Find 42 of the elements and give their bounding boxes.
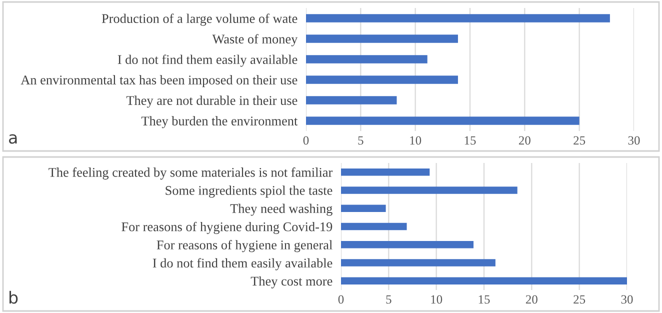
y-tick-label: The feeling created by some materiales is not familiar (48, 167, 333, 180)
y-tick-label: They need washing (230, 204, 332, 216)
x-tick-label: 30 (621, 295, 633, 304)
y-tick-label: They burden the environment (141, 116, 298, 128)
x-tick-label: 5 (386, 295, 392, 304)
y-tick-label: They are not durable in their use (126, 96, 298, 108)
bar (341, 186, 518, 194)
x-tick-label: 15 (464, 136, 476, 145)
text: b (10, 290, 18, 304)
y-tick-label: For reasons of hygiene in general (156, 240, 332, 252)
bar (341, 168, 430, 176)
y-tick-label: Production of a large volume of wate (102, 14, 298, 26)
y-tick-label: For reasons of hygiene during Covid-19 (122, 222, 332, 234)
x-tick-label: 10 (431, 295, 442, 304)
bar (306, 76, 458, 84)
x-tick-label: 20 (526, 295, 538, 304)
x-tick-label: 5 (358, 136, 364, 145)
text: a (9, 134, 17, 144)
bar (341, 259, 496, 266)
x-tick-label: 25 (574, 136, 586, 145)
bar (341, 222, 407, 230)
bar (306, 96, 397, 104)
x-tick-label: 0 (303, 136, 309, 145)
y-tick-label: I do not find them easily available (118, 54, 298, 67)
bar (306, 116, 580, 125)
y-tick-label: Some ingredients spiol the taste (166, 186, 332, 198)
bar (341, 277, 627, 285)
bar (306, 55, 428, 64)
bar (306, 14, 610, 22)
x-tick-label: 20 (518, 136, 530, 145)
y-tick-label: I do not find them easily available (152, 258, 332, 270)
x-tick-label: 0 (338, 295, 344, 304)
x-tick-label: 25 (574, 295, 586, 304)
y-tick-label: They cost more (250, 276, 332, 288)
x-tick-label: 10 (410, 136, 422, 145)
x-tick-label: 15 (478, 295, 490, 304)
y-tick-label: Waste of money (212, 34, 298, 46)
x-tick-label: 30 (628, 136, 640, 145)
bar (341, 204, 386, 212)
bar (341, 241, 474, 248)
y-tick-label: An environmental tax has been imposed on their use (20, 75, 298, 88)
bar (306, 34, 458, 43)
